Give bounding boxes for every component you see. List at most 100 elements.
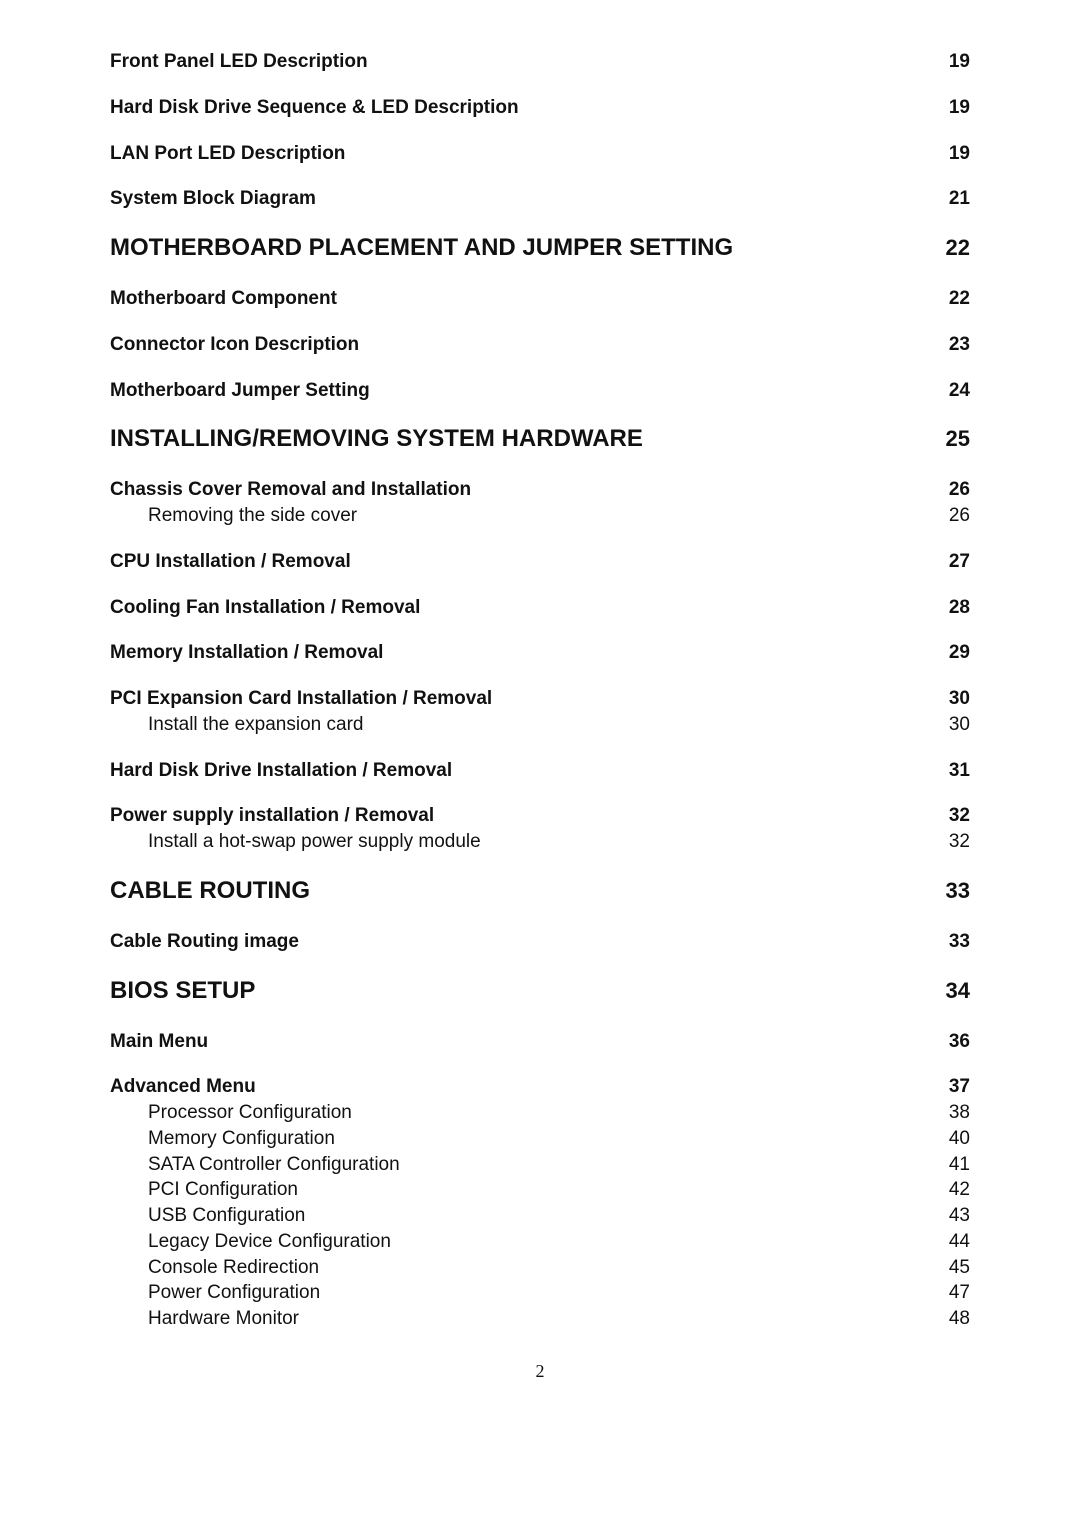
toc-sub-row: Console Redirection45 [110,1256,970,1280]
toc-sub-page-number: 47 [930,1282,970,1304]
toc-sub-row: PCI Configuration42 [110,1178,970,1202]
toc-section-row: System Block Diagram21 [110,187,970,211]
toc-page-number: 26 [930,479,970,501]
toc-page-number: 28 [930,597,970,619]
toc-sub-page-number: 32 [930,831,970,853]
toc-chapter-row: CABLE ROUTING33 [110,876,970,906]
toc-section-row: Power supply installation / Removal32 [110,804,970,828]
toc-title: System Block Diagram [110,187,930,211]
toc-page-number: 19 [930,51,970,73]
toc-title: Front Panel LED Description [110,50,930,74]
toc-title: LAN Port LED Description [110,142,930,166]
toc-section-row: Motherboard Component22 [110,287,970,311]
toc-page-number: 30 [930,688,970,710]
toc-page-number: 21 [930,188,970,210]
toc-page-number: 37 [930,1076,970,1098]
toc-title: Cable Routing image [110,930,930,954]
toc-sub-page-number: 44 [930,1231,970,1253]
toc-sub-row: Legacy Device Configuration44 [110,1230,970,1254]
toc-section-row: Hard Disk Drive Sequence & LED Descripti… [110,96,970,120]
toc-page-number: 22 [930,288,970,310]
toc-title: CPU Installation / Removal [110,550,930,574]
toc-page-number: 29 [930,642,970,664]
toc-sub-row: Hardware Monitor48 [110,1307,970,1331]
toc-sub-row: Power Configuration47 [110,1281,970,1305]
toc-sub-row: USB Configuration43 [110,1204,970,1228]
toc-sub-title: Memory Configuration [110,1127,930,1151]
toc-sub-row: Removing the side cover26 [110,504,970,528]
toc-title: Power supply installation / Removal [110,804,930,828]
toc-sub-page-number: 48 [930,1308,970,1330]
toc-title: Motherboard Jumper Setting [110,379,930,403]
toc-section-row: Chassis Cover Removal and Installation26 [110,478,970,502]
toc-title: CABLE ROUTING [110,876,930,906]
toc-section-row: Motherboard Jumper Setting24 [110,379,970,403]
toc-sub-page-number: 40 [930,1128,970,1150]
toc-chapter-row: MOTHERBOARD PLACEMENT AND JUMPER SETTING… [110,233,970,263]
toc-title: Advanced Menu [110,1075,930,1099]
toc-sub-title: Hardware Monitor [110,1307,930,1331]
footer-page-number: 2 [110,1361,970,1382]
toc-section-row: Hard Disk Drive Installation / Removal31 [110,759,970,783]
toc-page-number: 36 [930,1031,970,1053]
toc-title: Cooling Fan Installation / Removal [110,596,930,620]
toc-sub-title: Install a hot-swap power supply module [110,830,930,854]
toc-sub-row: Memory Configuration40 [110,1127,970,1151]
toc-title: Hard Disk Drive Sequence & LED Descripti… [110,96,930,120]
toc-section-row: Memory Installation / Removal29 [110,641,970,665]
toc-sub-title: Removing the side cover [110,504,930,528]
toc-page-number: 24 [930,380,970,402]
toc-page-number: 23 [930,334,970,356]
toc-chapter-row: INSTALLING/REMOVING SYSTEM HARDWARE25 [110,424,970,454]
toc-sub-title: USB Configuration [110,1204,930,1228]
toc-sub-title: Power Configuration [110,1281,930,1305]
toc-sub-page-number: 38 [930,1102,970,1124]
toc-page-number: 33 [930,878,970,904]
toc-sub-row: SATA Controller Configuration41 [110,1153,970,1177]
toc-chapter-row: BIOS SETUP34 [110,976,970,1006]
toc-sub-page-number: 45 [930,1257,970,1279]
toc-page-number: 33 [930,931,970,953]
toc-page-number: 22 [930,235,970,261]
toc-sub-title: Legacy Device Configuration [110,1230,930,1254]
toc-title: BIOS SETUP [110,976,930,1006]
toc-sub-row: Install a hot-swap power supply module32 [110,830,970,854]
toc-sub-title: SATA Controller Configuration [110,1153,930,1177]
toc-title: INSTALLING/REMOVING SYSTEM HARDWARE [110,424,930,454]
toc-page-number: 32 [930,805,970,827]
toc-section-row: Connector Icon Description23 [110,333,970,357]
toc-sub-row: Install the expansion card30 [110,713,970,737]
toc-title: PCI Expansion Card Installation / Remova… [110,687,930,711]
toc-sub-title: Processor Configuration [110,1101,930,1125]
toc-title: Connector Icon Description [110,333,930,357]
toc-title: MOTHERBOARD PLACEMENT AND JUMPER SETTING [110,233,930,263]
toc-title: Hard Disk Drive Installation / Removal [110,759,930,783]
toc-title: Chassis Cover Removal and Installation [110,478,930,502]
toc-sub-page-number: 30 [930,714,970,736]
toc-section-row: LAN Port LED Description19 [110,142,970,166]
toc-title: Memory Installation / Removal [110,641,930,665]
toc-title: Motherboard Component [110,287,930,311]
toc-section-row: Cable Routing image33 [110,930,970,954]
toc-section-row: Advanced Menu37 [110,1075,970,1099]
toc-section-row: Cooling Fan Installation / Removal28 [110,596,970,620]
toc-page-number: 25 [930,426,970,452]
toc-sub-title: Install the expansion card [110,713,930,737]
toc-title: Main Menu [110,1030,930,1054]
toc-page-number: 27 [930,551,970,573]
toc-sub-page-number: 41 [930,1154,970,1176]
toc-section-row: PCI Expansion Card Installation / Remova… [110,687,970,711]
toc-section-row: CPU Installation / Removal27 [110,550,970,574]
toc-page-number: 31 [930,760,970,782]
toc-sub-title: Console Redirection [110,1256,930,1280]
toc-page-number: 19 [930,97,970,119]
toc-sub-page-number: 42 [930,1179,970,1201]
toc-list: Front Panel LED Description19Hard Disk D… [110,50,970,1331]
toc-sub-row: Processor Configuration38 [110,1101,970,1125]
toc-page-number: 34 [930,978,970,1004]
toc-page-number: 19 [930,143,970,165]
toc-page: Front Panel LED Description19Hard Disk D… [0,0,1080,1527]
toc-sub-page-number: 43 [930,1205,970,1227]
toc-section-row: Front Panel LED Description19 [110,50,970,74]
toc-sub-title: PCI Configuration [110,1178,930,1202]
